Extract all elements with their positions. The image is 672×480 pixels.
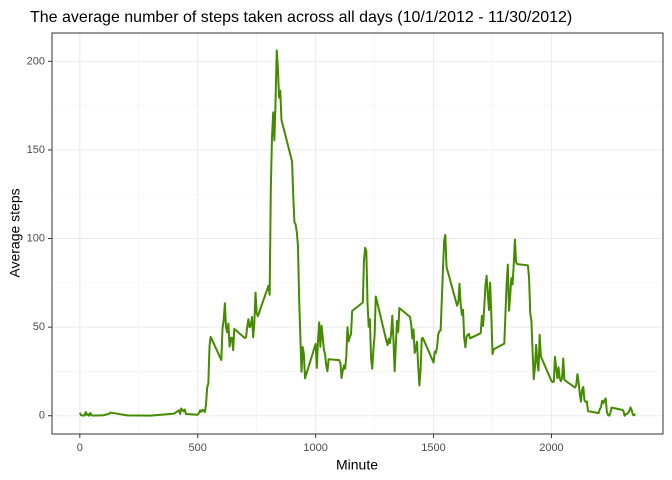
chart-title: The average number of steps taken across… — [30, 9, 572, 26]
panel-border — [51, 32, 664, 435]
x-tick-label: 500 — [189, 442, 207, 454]
data-line — [78, 49, 636, 417]
x-tick-label: 1000 — [303, 442, 327, 454]
x-axis-label: Minute — [336, 457, 378, 473]
y-axis-label: Average steps — [7, 188, 23, 277]
y-tick-label: 150 — [27, 144, 45, 156]
y-tick-label: 100 — [27, 232, 45, 244]
y-tick-label: 200 — [27, 55, 45, 67]
y-tick-label: 0 — [39, 410, 45, 422]
x-tick-label: 2000 — [539, 442, 563, 454]
x-tick-label: 1500 — [421, 442, 445, 454]
y-tick-label: 50 — [33, 321, 45, 333]
x-tick-label: 0 — [77, 442, 83, 454]
